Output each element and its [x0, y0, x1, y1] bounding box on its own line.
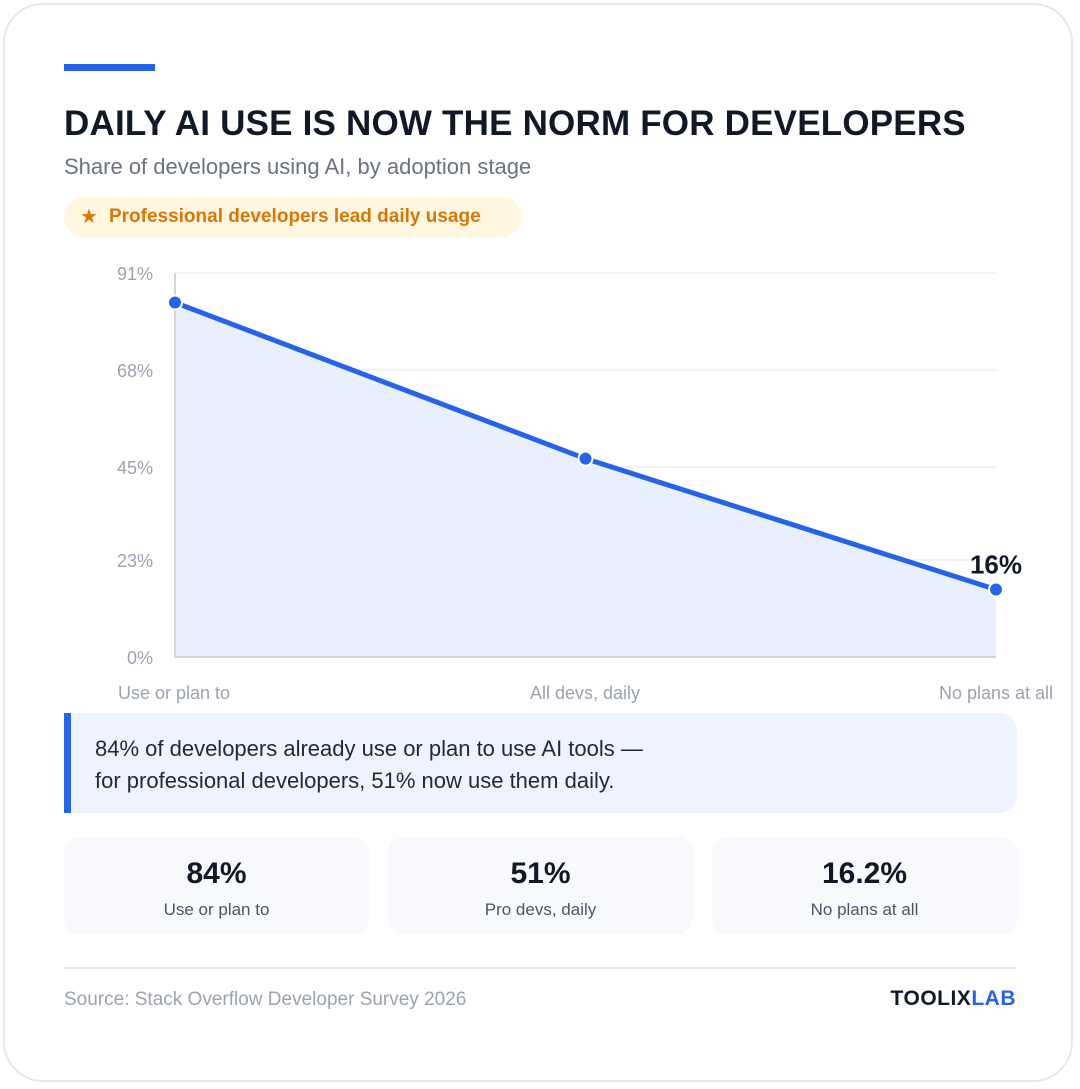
stat-label: Use or plan to: [163, 900, 270, 919]
data-label: 16%: [970, 549, 1022, 579]
y-tick-label: 91%: [117, 264, 153, 284]
area-fill: [175, 302, 996, 657]
stat-card-use-or-plan: 84% Use or plan to: [64, 837, 369, 934]
x-category-label: No plans at all: [939, 683, 1053, 703]
x-axis-categories: Use or plan to All devs, daily No plans at…: [118, 683, 1053, 703]
callout-line-2: for professional developers, 51% now use…: [95, 768, 615, 793]
callout-line-1: 84% of developers already use or plan to…: [95, 736, 643, 761]
y-tick-label: 0%: [127, 648, 153, 668]
stat-card-no-plans: 16.2% No plans at all: [712, 837, 1017, 934]
data-point: [577, 450, 594, 467]
y-axis-ticks: 0% 23% 45% 68% 91%: [117, 264, 153, 668]
y-tick-label: 45%: [117, 458, 153, 478]
y-tick-label: 23%: [117, 551, 153, 571]
badge-text: Professional developers lead daily usage: [108, 206, 481, 227]
page-title: DAILY AI USE IS NOW THE NORM FOR DEVELOP…: [64, 104, 966, 143]
footer-divider: [64, 967, 1017, 969]
y-tick-label: 68%: [117, 361, 153, 381]
insight-callout: 84% of developers already use or plan to…: [64, 713, 1017, 813]
stat-value: 51%: [510, 857, 571, 890]
data-points: [167, 294, 1004, 598]
x-category-label: All devs, daily: [530, 683, 640, 703]
stat-value: 84%: [186, 857, 247, 890]
brand-logo: TOOLIXLAB: [891, 987, 1016, 1011]
x-category-label: Use or plan to: [118, 683, 230, 703]
data-point: [167, 294, 183, 311]
brand-part-2: LAB: [971, 987, 1016, 1010]
stat-label: No plans at all: [810, 900, 919, 919]
data-point: [988, 581, 1004, 598]
highlight-badge: ★ Professional developers lead daily usa…: [64, 197, 522, 237]
star-icon: ★: [80, 206, 98, 228]
accent-bar: [64, 64, 155, 71]
stat-card-pro-daily: 51% Pro devs, daily: [388, 837, 693, 934]
brand-part-1: TOOLIX: [890, 987, 972, 1010]
stat-value: 16.2%: [821, 857, 908, 890]
stat-label: Pro devs, daily: [484, 900, 597, 919]
source-note: Source: Stack Overflow Developer Survey …: [64, 989, 467, 1010]
data-labels: 16%: [970, 549, 1022, 579]
line-chart: 0% 23% 45% 68% 91% 16% Use or plan to All dev…: [117, 264, 1053, 703]
page-subtitle: Share of developers using AI, by adoptio…: [64, 154, 532, 179]
